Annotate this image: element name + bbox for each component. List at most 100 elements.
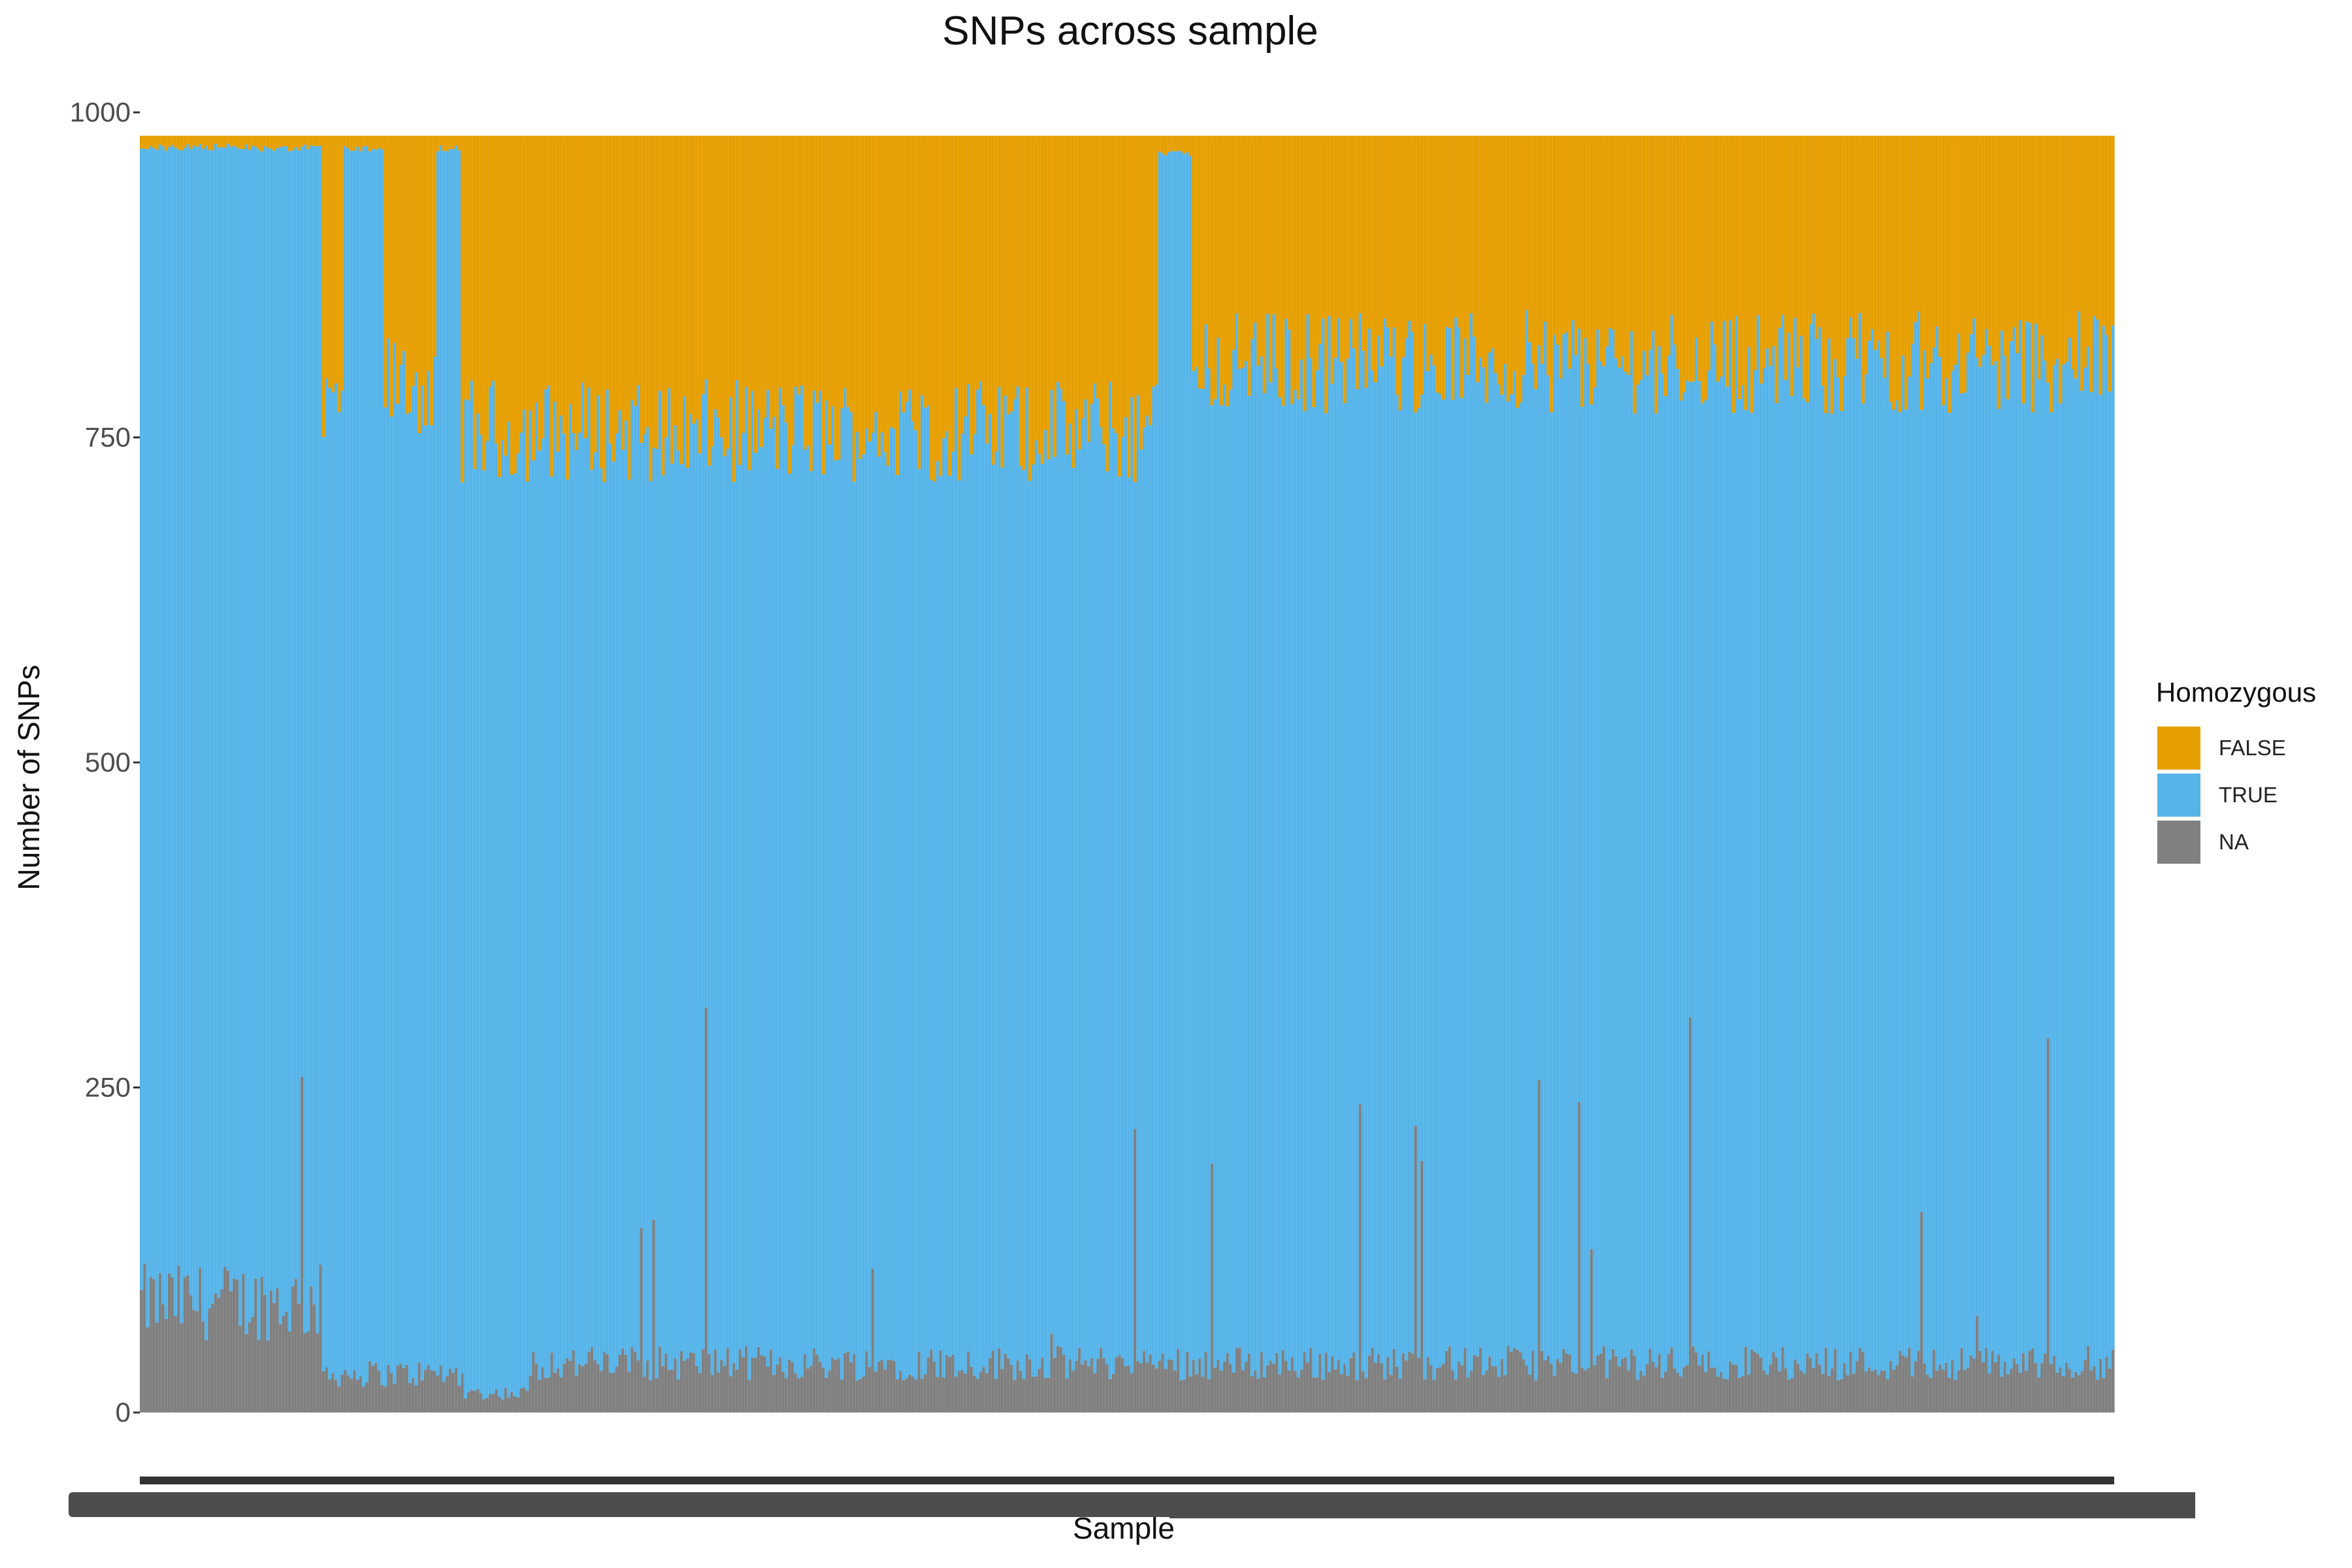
- bar-true: [321, 436, 325, 1371]
- bar-false: [1031, 135, 1035, 465]
- bar-false: [1454, 135, 1458, 318]
- bar-na: [963, 1373, 968, 1413]
- bar-true: [2077, 311, 2081, 1375]
- bar-true: [1731, 412, 1735, 1365]
- bar-false: [232, 135, 236, 146]
- bar-na: [1842, 1363, 1846, 1413]
- bar-na: [1170, 1360, 1174, 1413]
- bar-na: [485, 1397, 489, 1413]
- bar-false: [578, 135, 581, 433]
- bar-true: [1158, 152, 1162, 1361]
- bar-false: [352, 135, 357, 151]
- bar-false: [377, 135, 381, 148]
- bar-false: [1648, 135, 1652, 350]
- bar-false: [1725, 135, 1729, 387]
- bar-na: [1608, 1359, 1612, 1413]
- bar-false: [1882, 135, 1887, 378]
- bar-true: [599, 468, 603, 1371]
- bar-na: [1599, 1353, 1603, 1413]
- bar-false: [306, 135, 310, 150]
- bar-na: [1077, 1348, 1081, 1413]
- bar-true: [1028, 480, 1032, 1360]
- bar-true: [1808, 324, 1812, 1358]
- bar-na: [1411, 1353, 1414, 1413]
- bar-false: [1827, 135, 1831, 339]
- bar-true: [1414, 412, 1418, 1126]
- bar-true: [457, 150, 461, 1386]
- bar-false: [791, 135, 794, 446]
- bar-false: [1145, 135, 1149, 416]
- bar-false: [359, 135, 363, 152]
- bar-false: [2095, 135, 2099, 320]
- bar-na: [1864, 1371, 1868, 1413]
- bar-true: [359, 151, 363, 1377]
- bar-true: [164, 150, 169, 1319]
- bar-false: [334, 135, 338, 384]
- bar-true: [1269, 382, 1273, 1361]
- bar-true: [1814, 338, 1819, 1353]
- bar-true: [1910, 343, 1914, 1377]
- legend-label-na: NA: [2219, 830, 2249, 854]
- bar-true: [1241, 368, 1245, 1371]
- bar-true: [1333, 357, 1337, 1369]
- bar-na: [451, 1373, 455, 1413]
- bar-true: [1568, 368, 1572, 1355]
- bar-true: [574, 449, 579, 1376]
- bar-false: [1679, 135, 1683, 400]
- bar-na: [1969, 1355, 1973, 1413]
- bar-false: [2040, 135, 2044, 336]
- bar-na: [229, 1291, 233, 1413]
- bar-false: [1793, 135, 1797, 318]
- bar-true: [1441, 399, 1445, 1364]
- y-tick-label: 500: [85, 747, 131, 777]
- bar-false: [1701, 135, 1705, 404]
- bar-true: [861, 454, 866, 1377]
- bar-na: [883, 1369, 887, 1413]
- bar-na: [1037, 1368, 1041, 1413]
- bar-true: [732, 482, 736, 1364]
- bar-true: [355, 146, 359, 1380]
- bar-true: [1438, 394, 1443, 1367]
- bar-true: [1031, 464, 1035, 1377]
- bar-na: [1028, 1359, 1032, 1413]
- bar-true: [1083, 399, 1088, 1360]
- bar-true: [235, 147, 239, 1280]
- bar-false: [1568, 135, 1572, 369]
- bar-false: [948, 135, 952, 476]
- bar-false: [1658, 135, 1661, 346]
- bar-false: [395, 135, 400, 404]
- bar-true: [821, 474, 825, 1368]
- bar-false: [1460, 135, 1464, 398]
- bar-true: [282, 146, 286, 1316]
- bar-na: [164, 1318, 169, 1413]
- bar-na: [1663, 1371, 1667, 1413]
- bar-true: [568, 404, 572, 1362]
- bar-na: [1435, 1368, 1439, 1413]
- bar-false: [1256, 135, 1260, 367]
- bar-false: [636, 135, 640, 385]
- bar-na: [1531, 1350, 1535, 1413]
- bar-na: [1765, 1374, 1769, 1413]
- bar-false: [1522, 135, 1526, 375]
- bar-false: [1115, 135, 1119, 433]
- bar-na: [1281, 1350, 1285, 1413]
- bar-false: [587, 135, 591, 388]
- bar-false: [1296, 135, 1301, 399]
- bar-true: [297, 150, 301, 1304]
- bar-na: [513, 1396, 517, 1413]
- bar-na: [238, 1326, 242, 1413]
- bar-na: [1870, 1371, 1874, 1413]
- bar-na: [568, 1361, 572, 1413]
- bar-false: [1488, 135, 1492, 353]
- bar-false: [500, 135, 504, 440]
- bar-na: [920, 1379, 924, 1413]
- bar-na: [1546, 1356, 1550, 1413]
- bar-true: [1262, 393, 1267, 1378]
- bar-false: [1235, 135, 1239, 314]
- bar-true: [1213, 399, 1217, 1368]
- bar-na: [226, 1270, 230, 1413]
- bar-false: [346, 135, 350, 148]
- bar-true: [1867, 340, 1871, 1367]
- bar-false: [1339, 135, 1344, 363]
- bar-true: [683, 396, 687, 1361]
